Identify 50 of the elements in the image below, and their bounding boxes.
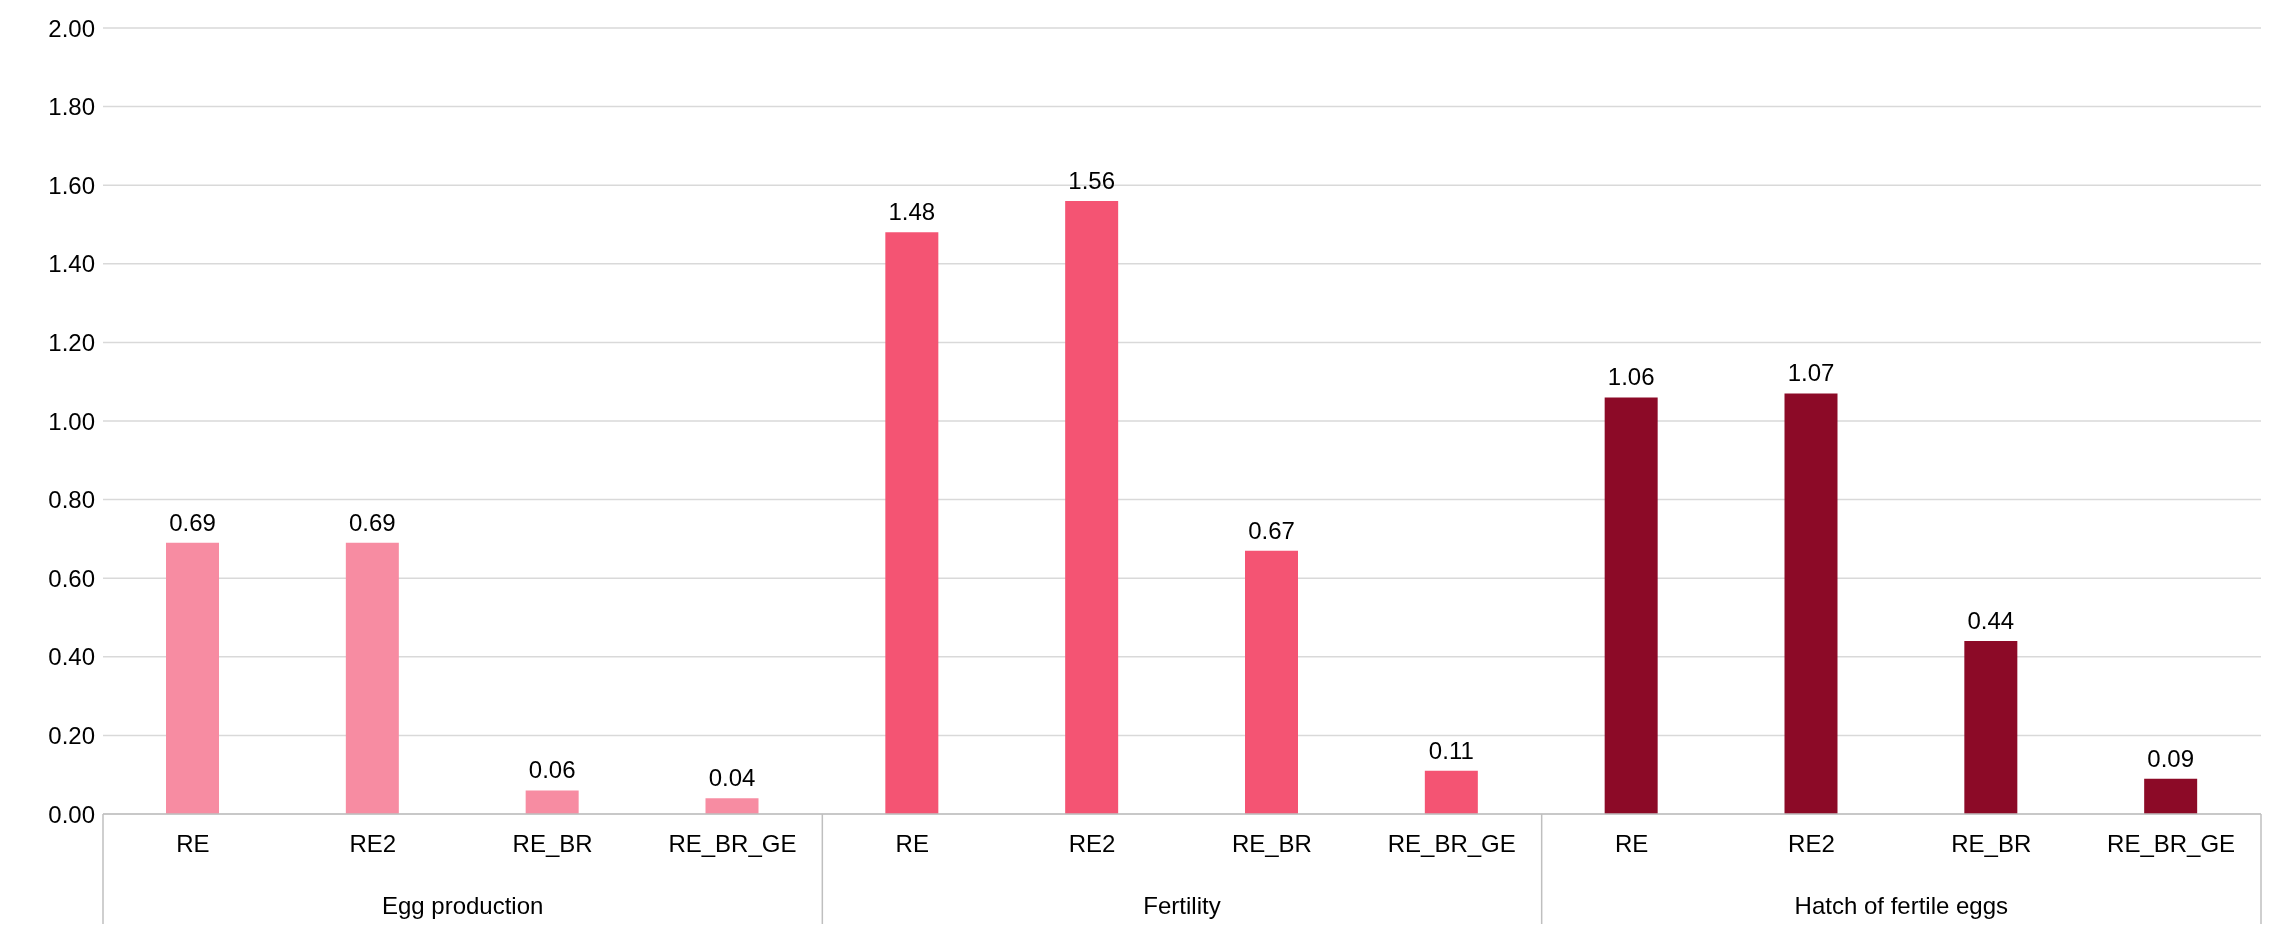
data-label: 0.04: [708, 764, 756, 792]
text: Hatch of fertile eggs: [1794, 892, 2009, 919]
y-tick-label: 0.40: [48, 643, 95, 671]
bar: [345, 542, 399, 814]
text: Fertility: [1143, 892, 1221, 919]
data-label: 1.48: [888, 198, 936, 226]
y-tick-label: 1.60: [48, 171, 95, 199]
y-tick-label: 1.00: [48, 407, 95, 435]
bar: [1065, 200, 1119, 814]
bar: [705, 798, 759, 814]
y-tick-label: 2.00: [48, 14, 95, 42]
x-tick-label: RE_BR_GE: [668, 830, 797, 857]
data-label: 0.69: [169, 508, 216, 536]
data-label: 0.06: [528, 756, 576, 784]
data-label: 0.67: [1248, 516, 1295, 544]
x-tick-label: RE2: [1788, 830, 1835, 857]
x-tick-label: RE_BR_GE: [1387, 830, 1516, 857]
y-tick-label: 1.80: [48, 93, 95, 121]
bar: [1424, 770, 1478, 814]
data-label: 0.44: [1967, 607, 2015, 635]
y-tick-label: 0.20: [48, 721, 95, 749]
bar: [885, 232, 939, 814]
data-label: 1.56: [1068, 166, 1116, 194]
data-label: 0.11: [1428, 736, 1474, 764]
x-tick-label: RE2: [1068, 830, 1116, 857]
data-label: 0.69: [348, 508, 396, 536]
text: Egg production: [381, 892, 544, 919]
bar: [1964, 641, 2018, 814]
bar: [1784, 393, 1838, 814]
y-tick-label: 1.20: [48, 328, 95, 356]
x-tick-label: RE_BR: [512, 830, 593, 857]
x-tick-label: RE2: [349, 830, 397, 857]
y-tick-label: 1.40: [48, 250, 95, 278]
bar: [1245, 550, 1298, 814]
data-label: 1.07: [1787, 359, 1835, 387]
x-tick-label: RE: [176, 830, 210, 857]
bar: [166, 542, 219, 814]
y-tick-label: 0.80: [48, 486, 95, 514]
x-tick-label: RE: [895, 830, 929, 857]
bar: [1604, 397, 1658, 814]
x-tick-label: RE_BR_GE: [2107, 830, 2236, 857]
bar: [2144, 778, 2198, 814]
x-tick-label: RE_BR: [1951, 830, 2032, 857]
data-label: 1.06: [1607, 363, 1655, 391]
y-tick-label: 0.60: [48, 564, 95, 592]
y-tick-label: 0.00: [48, 800, 95, 828]
data-label: 0.09: [2147, 744, 2195, 772]
x-tick-label: RE: [1614, 830, 1649, 857]
bar: [525, 790, 579, 814]
x-tick-label: RE_BR: [1231, 830, 1312, 857]
